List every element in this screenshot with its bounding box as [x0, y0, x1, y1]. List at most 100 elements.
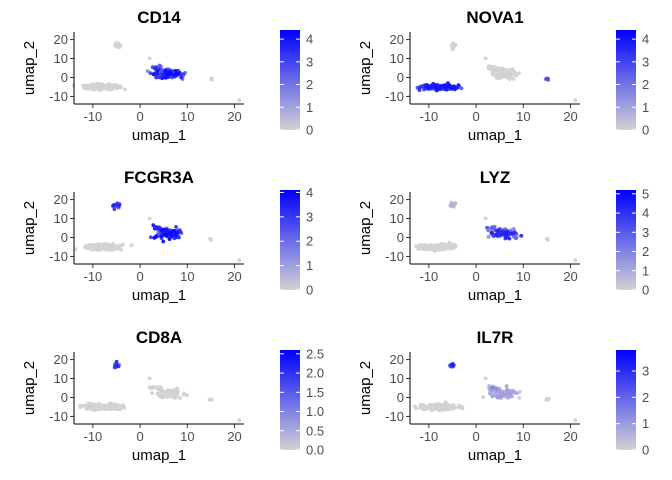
x-tick-label: 10	[516, 269, 530, 284]
cell-point	[433, 84, 438, 88]
cell-point	[460, 406, 465, 411]
cell-point	[495, 395, 500, 399]
cell-point	[111, 245, 116, 250]
cell-point	[160, 76, 165, 80]
y-tick-label: 10	[54, 371, 68, 386]
x-tick-label: 10	[516, 429, 530, 444]
y-tick-label: -10	[49, 249, 68, 264]
y-tick-label: 20	[54, 352, 68, 367]
legend-tick-label: 0.0	[306, 443, 324, 458]
cell-point	[496, 229, 500, 234]
y-tick-label: 20	[54, 32, 68, 47]
cell-point	[123, 87, 127, 92]
colour-bar	[280, 190, 300, 290]
cell-point	[519, 233, 524, 238]
cell-point	[178, 396, 183, 400]
cell-point	[98, 406, 103, 410]
cell-point	[185, 393, 189, 397]
y-tick-label: 10	[390, 51, 404, 66]
legend-tick-label: 3	[306, 209, 313, 224]
x-tick-label: 20	[563, 269, 577, 284]
y-tick-label: 10	[54, 51, 68, 66]
colour-legend: 0 1 2 3	[616, 350, 649, 458]
colour-bar	[280, 350, 300, 450]
cell-point	[485, 225, 489, 230]
cell-point	[117, 203, 121, 208]
x-axis-title: umap_1	[468, 287, 522, 304]
x-tick-label: 0	[136, 429, 143, 444]
cell-point	[498, 389, 502, 394]
y-tick-label: 0	[61, 390, 68, 405]
cell-point	[168, 71, 173, 76]
cell-point	[161, 227, 166, 232]
cell-point	[155, 225, 160, 230]
y-tick-label: 10	[390, 371, 404, 386]
legend-tick-label: 1	[306, 100, 313, 115]
cell-point	[159, 234, 164, 239]
cell-point	[442, 83, 447, 88]
cell-point	[417, 247, 421, 251]
feature-panel-cd14: CD14 -10 0 10 20 -10 0 10 20 umap_1 umap_2 0 1 2 3 4	[21, 8, 313, 144]
legend-tick-label: 3	[306, 54, 313, 69]
cell-point	[175, 390, 179, 395]
legend-tick-label: 1	[642, 100, 649, 115]
cell-point	[421, 243, 425, 248]
cell-point	[490, 230, 494, 235]
cell-point	[118, 43, 123, 48]
cell-point	[93, 243, 98, 248]
cell-point	[145, 69, 150, 73]
legend-tick-label: 2	[642, 244, 649, 259]
cell-point	[490, 225, 495, 230]
legend-tick-label: 4	[642, 32, 649, 47]
cell-point	[165, 72, 169, 77]
cell-point	[491, 65, 496, 70]
cell-point	[168, 230, 173, 235]
cell-point	[545, 398, 550, 402]
cell-point	[176, 71, 181, 76]
y-axis-title: umap_2	[21, 41, 38, 95]
legend-tick-label: 4	[306, 185, 313, 200]
cell-point	[73, 247, 78, 252]
cell-point	[451, 244, 456, 249]
cell-point	[573, 418, 578, 423]
cell-point	[430, 406, 435, 410]
x-tick-label: 20	[227, 269, 241, 284]
y-tick-label: 0	[397, 390, 404, 405]
scatter-points	[78, 359, 242, 423]
cell-point	[433, 244, 438, 249]
cell-point	[483, 56, 488, 61]
cell-point	[114, 363, 119, 368]
cell-point	[506, 70, 510, 75]
legend-tick-label: 0	[306, 123, 313, 138]
legend-tick-label: 1.0	[306, 404, 324, 419]
cell-point	[441, 244, 446, 249]
y-tick-label: -10	[49, 89, 68, 104]
y-tick-label: 10	[390, 211, 404, 226]
cell-point	[517, 396, 522, 400]
y-axis-title: umap_2	[21, 361, 38, 415]
y-axis-title: umap_2	[357, 41, 374, 95]
feature-panel-il7r: IL7R -10 0 10 20 -10 0 10 20 umap_1 umap_2 0 1 2 3	[357, 328, 649, 464]
cell-point	[83, 246, 88, 250]
x-tick-label: 10	[180, 269, 194, 284]
cell-point	[413, 404, 417, 409]
cell-point	[504, 75, 509, 80]
x-tick-label: 20	[563, 429, 577, 444]
cell-point	[417, 243, 422, 248]
cell-point	[179, 75, 184, 80]
cell-point	[165, 228, 169, 233]
y-tick-label: 20	[54, 192, 68, 207]
x-tick-label: 10	[180, 109, 194, 124]
legend-tick-label: 3	[642, 225, 649, 240]
cell-point	[95, 404, 99, 409]
feature-panel-fcgr3a: FCGR3A -10 0 10 20 -10 0 10 20 umap_1 umap_2 0 1 2 3 4	[21, 168, 313, 304]
feature-panel-cd8a: CD8A -10 0 10 20 -10 0 10 20 umap_1 umap_2 0.0 0.5 1.…	[21, 328, 324, 464]
cell-point	[448, 404, 453, 409]
cell-point	[487, 66, 492, 71]
y-tick-label: -10	[385, 409, 404, 424]
cell-point	[505, 388, 509, 392]
cell-point	[508, 72, 513, 77]
y-tick-label: 0	[61, 70, 68, 85]
cell-point	[545, 76, 549, 81]
colour-legend: 0 1 2 3 4	[280, 185, 313, 298]
